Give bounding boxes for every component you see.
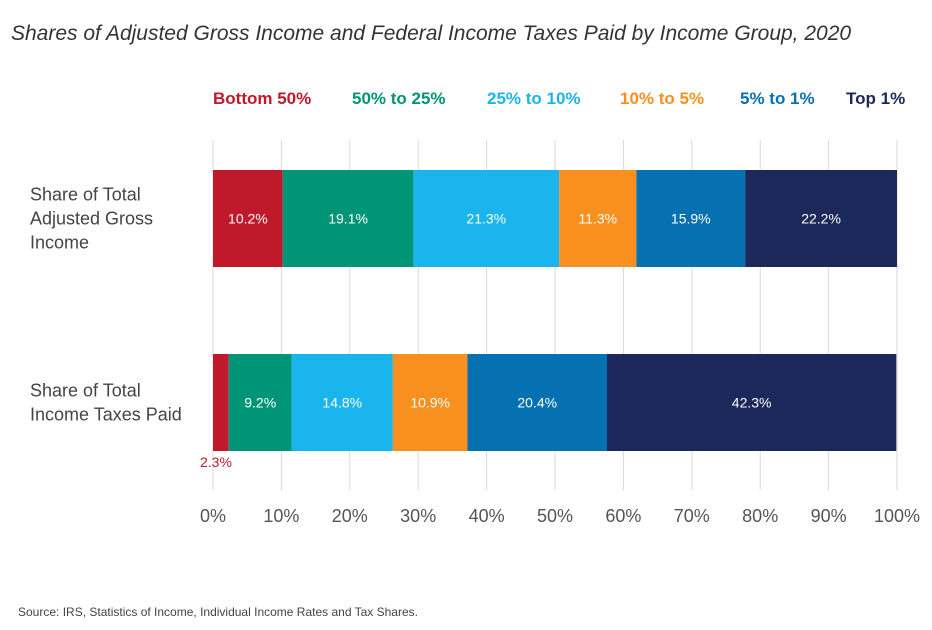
x-tick-label: 20% <box>332 506 368 526</box>
data-label: 10.2% <box>228 211 268 227</box>
bar-segment <box>606 354 897 451</box>
chart-title: Shares of Adjusted Gross Income and Fede… <box>11 22 852 45</box>
x-tick-label: 70% <box>674 506 710 526</box>
x-tick-label: 50% <box>537 506 573 526</box>
legend-entry: 10% to 5% <box>620 89 704 108</box>
bar-segment <box>413 170 560 267</box>
data-label: 42.3% <box>732 395 772 411</box>
bar-segment <box>282 170 414 267</box>
data-label: 22.2% <box>801 211 841 227</box>
x-tick-label: 10% <box>263 506 299 526</box>
category-label: Share of Total <box>30 185 141 205</box>
data-label: 10.9% <box>410 395 450 411</box>
legend-entry: Top 1% <box>846 89 905 108</box>
x-tick-label: 0% <box>200 506 226 526</box>
data-label: 14.8% <box>322 395 362 411</box>
data-label: 21.3% <box>466 211 506 227</box>
bar-segment <box>392 354 468 451</box>
bar-segment <box>213 354 229 451</box>
bar-segment <box>467 354 607 451</box>
x-tick-label: 60% <box>605 506 641 526</box>
data-label: 20.4% <box>517 395 557 411</box>
chart-source: Source: IRS, Statistics of Income, Indiv… <box>18 605 418 619</box>
category-label: Adjusted Gross <box>30 209 153 229</box>
legend-entry: 50% to 25% <box>352 89 446 108</box>
data-label: 15.9% <box>671 211 711 227</box>
x-tick-label: 100% <box>874 506 920 526</box>
bar-segment <box>559 170 637 267</box>
category-label: Income Taxes Paid <box>30 405 182 425</box>
legend-entry: Bottom 50% <box>213 89 311 108</box>
bar-segment <box>636 170 746 267</box>
data-label: 2.3% <box>200 454 232 470</box>
bar-segment <box>228 354 292 451</box>
x-tick-label: 90% <box>811 506 847 526</box>
data-label: 11.3% <box>578 211 617 227</box>
legend-entry: 5% to 1% <box>740 89 815 108</box>
bar-segment <box>213 170 283 267</box>
x-tick-label: 80% <box>742 506 778 526</box>
category-label: Share of Total <box>30 381 141 401</box>
data-label: 9.2% <box>244 395 276 411</box>
data-label: 19.1% <box>328 211 368 227</box>
legend-entry: 25% to 10% <box>487 89 581 108</box>
x-tick-label: 30% <box>400 506 436 526</box>
bar-segment <box>291 354 393 451</box>
bar-segment <box>745 170 897 267</box>
x-tick-label: 40% <box>469 506 505 526</box>
category-label: Income <box>30 233 89 253</box>
